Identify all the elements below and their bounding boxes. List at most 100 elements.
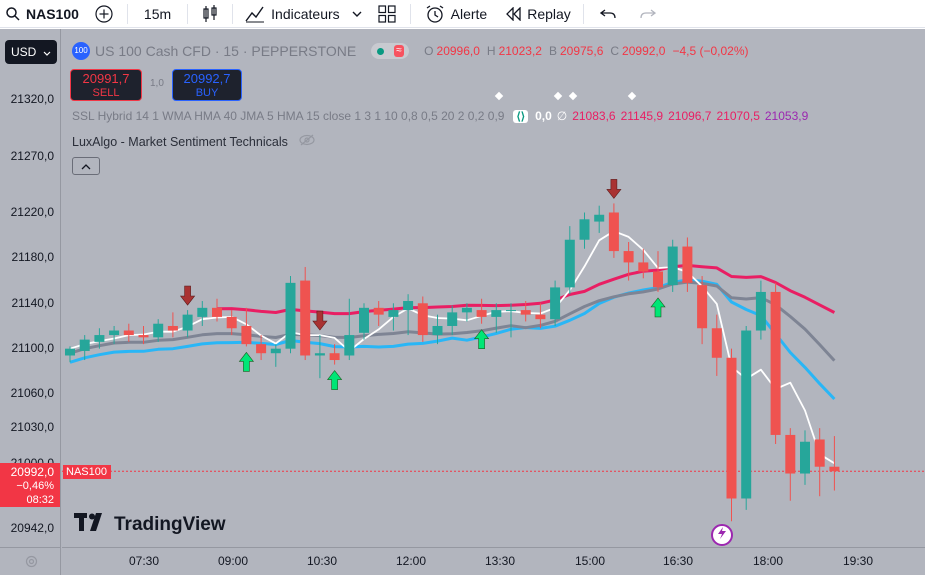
sell-signal-arrow — [179, 285, 196, 306]
candle-body — [535, 314, 546, 320]
eye-off-icon[interactable] — [299, 134, 315, 149]
candle-body — [432, 325, 443, 336]
layout-button[interactable] — [368, 0, 406, 28]
candle-body — [711, 328, 722, 358]
code-brackets-icon[interactable]: ⟨⟩ — [513, 109, 529, 123]
ohlc-close: 20992,0 — [622, 44, 666, 58]
scale-settings-corner[interactable] — [0, 547, 61, 575]
candle-body — [638, 262, 649, 272]
candle-body — [138, 335, 149, 338]
undo-button[interactable] — [588, 0, 628, 28]
tradingview-wordmark: TradingView — [114, 514, 226, 535]
sell-signal-arrow — [312, 310, 328, 331]
ohlc-low: 20975,6 — [559, 44, 604, 58]
candle-body — [109, 330, 120, 336]
toolbar-divider — [126, 3, 128, 24]
candle-body — [373, 307, 384, 315]
candle-body — [785, 434, 796, 474]
buy-label: BUY — [195, 87, 219, 99]
symbol-search-button[interactable]: NAS100 — [0, 0, 85, 28]
indicator-legend-luxalgo[interactable]: LuxAlgo - Market Sentiment Technicals — [72, 134, 315, 149]
interval-button[interactable]: 15m — [132, 0, 183, 28]
candle-body — [285, 282, 296, 349]
currency-label: USD — [11, 45, 37, 59]
alert-label: Alerte — [450, 5, 488, 22]
sell-button[interactable]: 20991,7 SELL — [70, 69, 142, 101]
candle-body — [182, 314, 193, 331]
candle-body — [403, 301, 414, 311]
chart-area[interactable]: USD 21320,0 21270,0 21220,0 21180,0 21140,0 2… — [0, 29, 925, 575]
candle-body — [79, 339, 90, 351]
candle-body — [153, 323, 164, 338]
alert-button[interactable]: Alerte — [415, 0, 498, 28]
price-axis-label: 21060,0 — [10, 386, 54, 400]
indicators-button[interactable]: Indicateurs — [237, 0, 345, 28]
redo-button[interactable] — [628, 0, 668, 28]
collapse-legend-button[interactable] — [72, 157, 100, 175]
status-dot-icon — [376, 47, 384, 55]
candle-body — [65, 348, 75, 356]
candle-body — [167, 325, 178, 331]
redo-icon — [640, 8, 656, 20]
candle-body — [594, 214, 605, 222]
grid-layout-icon — [378, 4, 396, 23]
candle-body — [212, 307, 222, 317]
time-axis-label: 12:00 — [395, 554, 427, 568]
candle-body — [344, 335, 355, 356]
price-axis-label: 21220,0 — [10, 205, 54, 219]
chevron-down-icon — [352, 11, 362, 17]
ssl-value-3: 21083,6 — [572, 109, 616, 123]
ohlc-c-label: C — [610, 44, 620, 58]
diamond-marker — [627, 91, 637, 101]
tradingview-logo[interactable]: TradingView — [74, 513, 226, 537]
buy-signal-arrow — [650, 297, 666, 318]
chevron-up-icon — [81, 157, 91, 175]
indicator-templates-dropdown[interactable] — [346, 0, 368, 28]
replay-button[interactable]: Replay — [497, 0, 579, 28]
candle-body — [579, 219, 590, 240]
compare-symbol-button[interactable] — [85, 0, 123, 28]
ssl-value-6: 21070,5 — [716, 109, 760, 123]
candlestick-chart[interactable] — [62, 29, 925, 547]
candle-body — [520, 310, 531, 315]
chart-type-button[interactable] — [192, 0, 228, 28]
toolbar-divider — [232, 3, 234, 24]
ohlc-h-label: H — [486, 44, 496, 58]
candle-body — [491, 310, 502, 317]
candle-body — [506, 310, 516, 312]
news-flash-button[interactable] — [711, 524, 733, 546]
candle-body — [741, 330, 752, 499]
candle-body — [388, 310, 399, 317]
time-axis[interactable]: 07:30 09:00 10:30 12:00 13:30 15:00 16:30 18:00… — [62, 547, 925, 575]
currency-button[interactable]: USD — [5, 40, 57, 64]
ssl-value-1: 0,0 — [535, 109, 552, 123]
candle-body — [123, 330, 134, 336]
time-axis-label: 07:30 — [128, 554, 160, 568]
buy-button[interactable]: 20992,7 BUY — [172, 69, 242, 101]
price-scale[interactable]: USD 21320,0 21270,0 21220,0 21180,0 21140,0 2… — [0, 29, 61, 547]
search-icon — [6, 6, 20, 21]
main-pane[interactable] — [62, 29, 925, 547]
replay-label: Replay — [527, 5, 571, 22]
ssl-value-4: 21145,9 — [620, 109, 664, 123]
price-axis-label: 21320,0 — [10, 92, 54, 106]
symbol-legend: 100 US 100 Cash CFD · 15 · PEPPERSTONE ≈… — [72, 42, 749, 60]
diamond-marker — [553, 91, 563, 101]
indicator-legend-ssl[interactable]: SSL Hybrid 14 1 WMA HMA 40 JMA 5 HMA 15 … — [72, 109, 808, 123]
price-axis-label: 21100,0 — [11, 341, 55, 355]
price-axis-label: 20942,0 — [10, 521, 54, 535]
eye-toggle[interactable]: ≈ — [371, 43, 410, 59]
candle-body — [697, 285, 708, 329]
chevron-down-icon — [43, 45, 51, 59]
candle-body — [800, 441, 810, 474]
buy-signal-arrow — [326, 370, 343, 390]
time-axis-label: 15:00 — [574, 554, 606, 568]
candle-body — [755, 291, 766, 331]
instrument-title[interactable]: US 100 Cash CFD · 15 · PEPPERSTONE — [95, 43, 357, 59]
candle-body — [608, 212, 619, 252]
price-axis-label: 21030,0 — [10, 420, 54, 434]
candle-body — [623, 251, 634, 263]
sell-price: 20991,7 — [82, 71, 130, 86]
candle-body — [226, 316, 237, 329]
